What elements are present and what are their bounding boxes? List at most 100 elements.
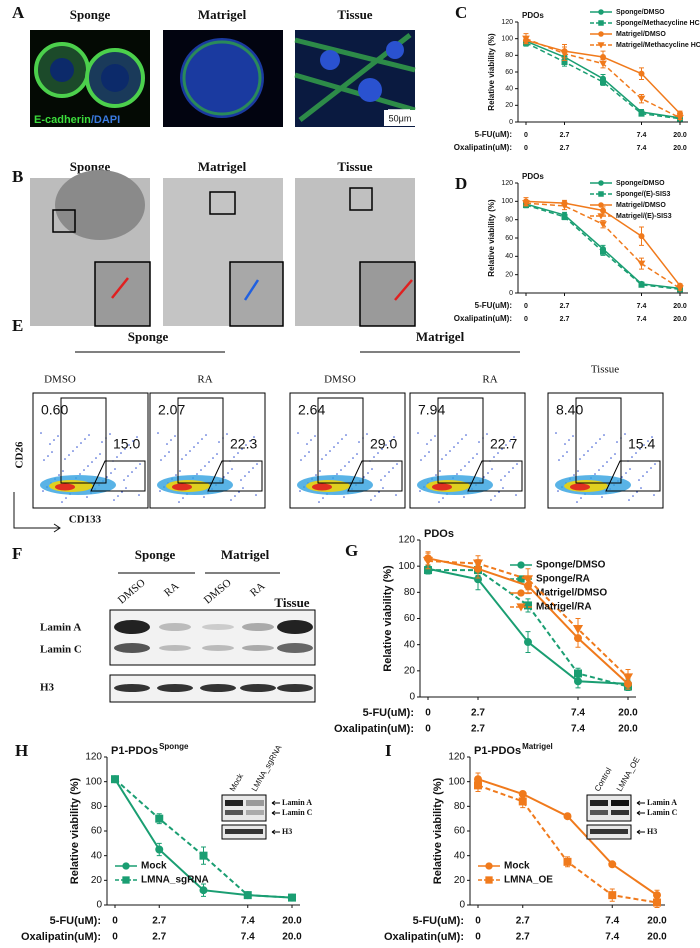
event-dot [468, 461, 470, 463]
event-dot [572, 435, 574, 437]
gate [347, 460, 403, 492]
x-tick-label: 2.7 [560, 145, 570, 152]
inset-band-label: Lamin A [647, 798, 677, 807]
event-dot [182, 497, 184, 499]
event-dot [651, 436, 653, 438]
y-tick-label: 100 [85, 776, 102, 787]
y-tick-label: 0 [509, 290, 513, 297]
event-dot [460, 469, 462, 471]
x-tick-label: 20.0 [618, 708, 638, 719]
event-dot [185, 454, 187, 456]
x-tick-label: 2.7 [152, 932, 166, 943]
event-dot [456, 473, 458, 475]
event-dot [396, 463, 398, 465]
event-dot [244, 475, 246, 477]
event-dot [374, 495, 376, 497]
event-dot [139, 463, 141, 465]
marker [600, 207, 606, 214]
event-dot [109, 433, 111, 435]
event-dot [212, 457, 214, 459]
stain-label: E-cadherin [34, 114, 91, 126]
event-dot [564, 443, 566, 445]
event-dot [168, 451, 170, 453]
y-tick-label: 80 [505, 52, 513, 59]
legend-label: Matrigel/Methacycline HCl [616, 42, 700, 49]
x-tick-label: 7.4 [637, 316, 647, 323]
x-row-label: Oxalipatin(uM): [454, 143, 512, 152]
event-dot [318, 501, 320, 503]
lane-label: RA [162, 580, 181, 599]
inset-column: LMNA_OE [615, 755, 642, 793]
event-dot [614, 453, 616, 455]
y-tick-label: 40 [454, 850, 466, 861]
event-dot [580, 497, 582, 499]
event-dot [314, 435, 316, 437]
marker [597, 213, 605, 220]
x-row-label: 5-FU(uM): [475, 301, 512, 310]
legend-label: LMNA_OE [504, 875, 553, 886]
legend-label: Sponge/Methacycline HCl [616, 20, 700, 27]
series-line [428, 569, 629, 688]
chart-title: PDOs [522, 11, 544, 20]
y-tick-label: 40 [91, 850, 103, 861]
event-dot [43, 459, 45, 461]
x-tick-label: 2.7 [516, 932, 530, 943]
y-tick-label: 20 [505, 272, 513, 279]
inset-band [590, 829, 628, 834]
event-dot [577, 470, 579, 472]
x-tick-label: 0 [475, 932, 481, 943]
event-dot [449, 450, 451, 452]
event-dot [631, 456, 633, 458]
event-dot [249, 440, 251, 442]
charts: C PDOs 0 20 40 60 80 100 120 Relative viability (… [15, 3, 700, 943]
chart-title: P1-PDOs [474, 745, 521, 757]
y-tick-label: 40 [505, 86, 513, 93]
event-dot [253, 436, 255, 438]
x-tick-label: 7.4 [637, 145, 647, 152]
x-tick-label: 20.0 [647, 932, 667, 943]
event-dot [166, 443, 168, 445]
panel-label: B [12, 167, 23, 186]
event-dot [345, 434, 347, 436]
event-dot [65, 497, 67, 499]
event-dot [476, 453, 478, 455]
x-row-label: 5-FU(uM): [363, 707, 414, 719]
event-dot [638, 479, 640, 481]
x-tick-label: 2.7 [516, 916, 530, 927]
event-dot [308, 451, 310, 453]
inset-arrow [271, 829, 280, 835]
event-dot [562, 455, 564, 457]
marker [155, 845, 164, 854]
gate-value: 22.7 [490, 436, 517, 452]
legend-label: Sponge/DMSO [616, 9, 665, 16]
x-tick-label: 0 [425, 724, 431, 735]
inset-arrow [636, 829, 645, 835]
event-dot [40, 432, 42, 434]
marker [574, 669, 582, 678]
marker [199, 886, 208, 895]
event-dot [58, 474, 60, 476]
y-tick-label: 120 [501, 19, 513, 26]
x-row-label: 5-FU(uM): [475, 130, 512, 139]
x-tick-label: 0 [524, 145, 528, 152]
marker [676, 114, 684, 122]
series-line [525, 42, 681, 120]
event-dot [461, 438, 463, 440]
event-dot [299, 490, 301, 492]
event-dot [635, 452, 637, 454]
event-dot [610, 457, 612, 459]
event-dot [643, 444, 645, 446]
event-dot [64, 458, 66, 460]
event-dot [80, 442, 82, 444]
column-title: Tissue [337, 7, 372, 22]
event-dot [500, 479, 502, 481]
x-tick-label: 2.7 [560, 316, 570, 323]
western-blot [109, 609, 316, 703]
event-dot [352, 457, 354, 459]
event-dot [204, 465, 206, 467]
event-dot [493, 456, 495, 458]
event-dot [120, 452, 122, 454]
gate [177, 397, 224, 484]
event-dot [240, 479, 242, 481]
marker [474, 781, 482, 790]
